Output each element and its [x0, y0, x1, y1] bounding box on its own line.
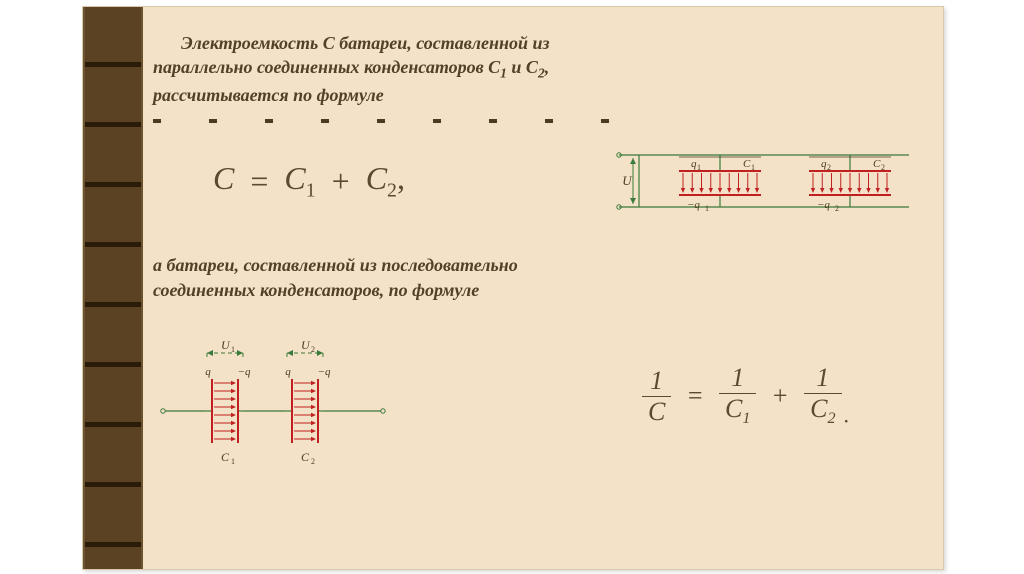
svg-text:−q: −q: [318, 366, 331, 378]
row-formula2: q−qC1U1q−qC2U2 1 C = 1 C1 + 1 C2: [153, 316, 919, 476]
svg-text:1: 1: [705, 204, 709, 213]
f2-d1: C: [648, 397, 665, 426]
para2-line2: соединенных конденсаторов, по формуле: [153, 280, 479, 300]
svg-text:C: C: [301, 450, 310, 464]
formula-series: 1 C = 1 C1 + 1 C2 .: [640, 363, 919, 429]
para1-line2a: параллельно соединенных конденсаторов C: [153, 57, 500, 77]
f2-frac2: 1 C1: [719, 363, 756, 429]
svg-text:1: 1: [697, 163, 701, 172]
f2-dot: .: [844, 403, 850, 428]
para1-line1: Электроемкость C батареи, составленной и…: [181, 33, 550, 53]
para1-sub2: 2: [538, 66, 545, 81]
formula-parallel: C = C1 + C2,: [153, 160, 405, 202]
para1-sub1: 1: [500, 66, 507, 81]
f2-n1: 1: [642, 366, 671, 397]
series-circuit-svg: q−qC1U1q−qC2U2: [153, 316, 393, 476]
svg-text:U: U: [622, 173, 633, 188]
slide: Электроемкость C батареи, составленной и…: [82, 6, 944, 570]
svg-text:−q: −q: [687, 199, 700, 211]
para1-line2c: ,: [545, 57, 550, 77]
f1-t2: C: [366, 160, 387, 196]
decorative-side-strip: [83, 7, 143, 569]
f2-n3: 1: [804, 363, 841, 394]
page: Электроемкость C батареи, составленной и…: [0, 0, 1024, 574]
row-formula1: C = C1 + C2, Uq1C1−q1q2C2−q2: [153, 131, 919, 231]
f2-d3: C: [810, 394, 827, 423]
svg-text:U: U: [221, 338, 231, 352]
para1-line2b: и C: [507, 57, 538, 77]
svg-text:1: 1: [231, 345, 235, 354]
svg-text:C: C: [743, 158, 751, 170]
f2-frac3: 1 C2: [804, 363, 841, 429]
f2-plus: +: [765, 381, 796, 411]
f1-lhs: C: [213, 160, 234, 196]
dash-rule: [153, 119, 633, 123]
svg-text:q: q: [285, 366, 291, 378]
f1-eq: =: [242, 163, 276, 200]
paragraph-2: а батареи, составленной из последователь…: [153, 253, 673, 302]
para1-line3: рассчитывается по формуле: [153, 85, 384, 105]
para2-line1: а батареи, составленной из последователь…: [153, 255, 518, 275]
svg-text:1: 1: [751, 163, 755, 172]
f1-s2: 2: [387, 180, 397, 202]
f2-n2: 1: [719, 363, 756, 394]
svg-text:C: C: [873, 158, 881, 170]
svg-text:2: 2: [881, 163, 885, 172]
f1-t1: C: [284, 160, 305, 196]
svg-text:1: 1: [231, 457, 235, 466]
f1-s1: 1: [306, 180, 316, 202]
diagram-parallel: Uq1C1−q1q2C2−q2: [609, 131, 919, 231]
svg-text:2: 2: [311, 457, 315, 466]
f2-ds3: 2: [827, 410, 835, 427]
svg-text:−q: −q: [238, 366, 251, 378]
content-area: Электроемкость C батареи, составленной и…: [153, 31, 919, 549]
parallel-circuit-svg: Uq1C1−q1q2C2−q2: [609, 131, 919, 231]
paragraph-1: Электроемкость C батареи, составленной и…: [153, 31, 919, 107]
svg-text:C: C: [221, 450, 230, 464]
f2-eq: =: [680, 381, 711, 411]
f2-d2: C: [725, 394, 742, 423]
f1-comma: ,: [397, 160, 405, 196]
diagram-series: q−qC1U1q−qC2U2: [153, 316, 393, 476]
svg-text:U: U: [301, 338, 311, 352]
svg-text:2: 2: [835, 204, 839, 213]
svg-text:2: 2: [827, 163, 831, 172]
svg-text:q: q: [205, 366, 211, 378]
f1-plus: +: [324, 163, 358, 200]
f2-frac1: 1 C: [642, 366, 671, 427]
svg-text:−q: −q: [817, 199, 830, 211]
f2-ds2: 1: [742, 410, 750, 427]
svg-text:2: 2: [311, 345, 315, 354]
